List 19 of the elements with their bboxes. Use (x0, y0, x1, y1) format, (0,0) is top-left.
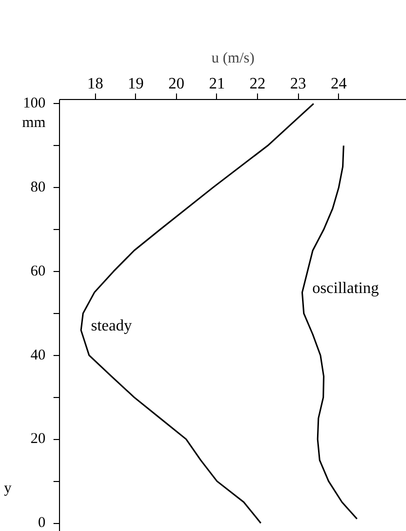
x-tick-label: 18 (87, 76, 104, 92)
y-tick-label: 80 (30, 180, 46, 196)
y-tick-label: 0 (38, 515, 46, 531)
text: mm (22, 115, 46, 132)
y-tick-label: 20 (30, 431, 46, 448)
x-tick-label: 19 (128, 76, 144, 92)
series-label: oscillating (312, 280, 379, 297)
y-tick-label: 60 (30, 263, 46, 280)
x-tick-label: 20 (168, 76, 184, 92)
y-axis-title: y (4, 480, 12, 497)
x-tick-label: 23 (290, 76, 306, 92)
series-label: steady (91, 318, 132, 335)
y-tick-label: 40 (30, 347, 46, 364)
x-tick-label: 21 (208, 76, 225, 92)
x-axis-title: u (m/s) (212, 50, 254, 66)
y-tick-label: 100 (23, 96, 46, 112)
x-tick-label: 24 (330, 76, 347, 92)
x-tick-label: 22 (250, 76, 266, 92)
line-series (80, 102, 314, 524)
